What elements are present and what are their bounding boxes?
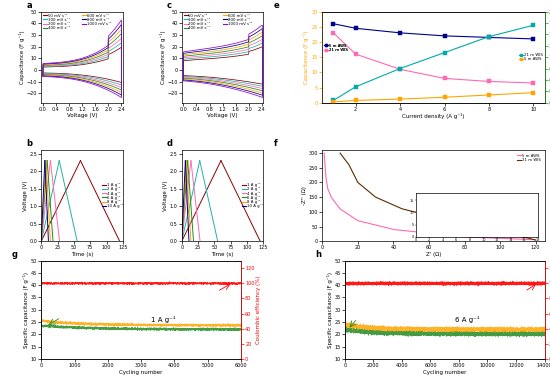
21 m WIS <box>441 50 448 55</box>
Legend: 5 m AWS, 21 m WIS: 5 m AWS, 21 m WIS <box>516 152 542 164</box>
21 m WIS <box>361 186 368 191</box>
5 m AWS <box>532 237 539 242</box>
Y-axis label: Specific capacitance (F g⁻¹): Specific capacitance (F g⁻¹) <box>24 272 30 348</box>
X-axis label: Time (s): Time (s) <box>211 252 234 257</box>
21 m WIS <box>353 85 359 89</box>
Line: 21 m WIS: 21 m WIS <box>332 31 535 85</box>
Text: 1 A g⁻¹: 1 A g⁻¹ <box>151 316 175 323</box>
5 m AWS <box>353 98 359 103</box>
21 m WIS <box>441 76 448 81</box>
Line: 5 m AWS: 5 m AWS <box>324 153 536 240</box>
5 m AWS <box>486 35 492 40</box>
21 m WIS <box>397 67 403 72</box>
Y-axis label: -Z'' (Ω): -Z'' (Ω) <box>302 186 307 205</box>
X-axis label: Current density (A g⁻¹): Current density (A g⁻¹) <box>402 113 465 119</box>
Text: b: b <box>26 139 32 148</box>
Text: f: f <box>273 139 277 148</box>
5 m AWS <box>530 37 537 41</box>
X-axis label: Voltage (V): Voltage (V) <box>207 113 238 118</box>
5 m AWS <box>530 90 537 95</box>
21 m WIS <box>340 155 346 160</box>
Text: a: a <box>26 1 32 10</box>
Line: 21 m WIS: 21 m WIS <box>340 153 536 240</box>
5 m AWS <box>477 235 484 240</box>
21 m WIS <box>397 66 403 71</box>
5 m AWS <box>397 97 403 102</box>
5 m AWS <box>321 157 328 162</box>
Legend: 21 m WIS, 5 m AWS: 21 m WIS, 5 m AWS <box>519 53 542 61</box>
X-axis label: Z' (Ω): Z' (Ω) <box>426 252 441 257</box>
Legend: 600 mV s⁻¹, 800 mV s⁻¹, 1000 mV s⁻¹: 600 mV s⁻¹, 800 mV s⁻¹, 1000 mV s⁻¹ <box>82 14 112 26</box>
Legend: 600 mV s⁻¹, 800 mV s⁻¹, 1000 mV s⁻¹: 600 mV s⁻¹, 800 mV s⁻¹, 1000 mV s⁻¹ <box>223 14 252 26</box>
21 m WIS <box>525 236 532 240</box>
Text: h: h <box>315 250 321 259</box>
5 m AWS <box>441 95 448 100</box>
5 m AWS <box>500 236 507 241</box>
21 m WIS <box>529 237 535 241</box>
Y-axis label: Specific capacitance (F g⁻¹): Specific capacitance (F g⁻¹) <box>327 272 333 348</box>
Text: d: d <box>167 139 173 148</box>
5 m AWS <box>322 170 329 175</box>
21 m WIS <box>486 79 492 84</box>
Line: 21 m WIS: 21 m WIS <box>332 24 535 102</box>
Y-axis label: Voltage (V): Voltage (V) <box>23 180 28 211</box>
5 m AWS <box>330 100 337 104</box>
5 m AWS <box>441 34 448 38</box>
Text: e: e <box>273 1 279 10</box>
5 m AWS <box>397 30 403 35</box>
Legend: 5 m AWS, 21 m WIS: 5 m AWS, 21 m WIS <box>324 44 348 52</box>
X-axis label: Cycling number: Cycling number <box>423 369 466 374</box>
21 m WIS <box>330 30 337 35</box>
X-axis label: Voltage (V): Voltage (V) <box>67 113 97 118</box>
Text: g: g <box>12 250 17 259</box>
Text: 6 A g⁻¹: 6 A g⁻¹ <box>455 316 479 323</box>
21 m WIS <box>486 34 492 39</box>
Line: 5 m AWS: 5 m AWS <box>332 91 535 103</box>
21 m WIS <box>330 98 337 103</box>
Y-axis label: Voltage (V): Voltage (V) <box>163 180 168 211</box>
Y-axis label: Capacitance (F g⁻¹): Capacitance (F g⁻¹) <box>160 30 166 84</box>
5 m AWS <box>486 93 492 97</box>
5 m AWS <box>323 179 330 184</box>
Legend: 1 A g⁻¹, 2 A g⁻¹, 4 A g⁻¹, 6 A g⁻¹, 8 A g⁻¹, 10 A g⁻¹: 1 A g⁻¹, 2 A g⁻¹, 4 A g⁻¹, 6 A g⁻¹, 8 A … <box>102 183 123 208</box>
Line: 5 m AWS: 5 m AWS <box>332 22 535 41</box>
5 m AWS <box>321 155 328 160</box>
5 m AWS <box>321 151 327 156</box>
Y-axis label: Capacitance (F g⁻¹): Capacitance (F g⁻¹) <box>19 30 25 84</box>
Text: c: c <box>167 1 172 10</box>
21 m WIS <box>353 52 359 56</box>
X-axis label: Time (s): Time (s) <box>71 252 94 257</box>
X-axis label: Cycling number: Cycling number <box>119 369 163 374</box>
21 m WIS <box>337 151 343 156</box>
21 m WIS <box>532 238 539 242</box>
5 m AWS <box>330 21 337 26</box>
5 m AWS <box>353 26 359 30</box>
21 m WIS <box>351 174 358 179</box>
Y-axis label: Coulombic efficiency (%): Coulombic efficiency (%) <box>256 276 261 344</box>
21 m WIS <box>530 81 537 85</box>
Y-axis label: Capacitance (F g⁻¹): Capacitance (F g⁻¹) <box>303 30 309 84</box>
21 m WIS <box>530 23 537 27</box>
Legend: 1 A g⁻¹, 2 A g⁻¹, 4 A g⁻¹, 6 A g⁻¹, 8 A g⁻¹, 10 A g⁻¹: 1 A g⁻¹, 2 A g⁻¹, 4 A g⁻¹, 6 A g⁻¹, 8 A … <box>243 183 263 208</box>
21 m WIS <box>342 157 348 162</box>
